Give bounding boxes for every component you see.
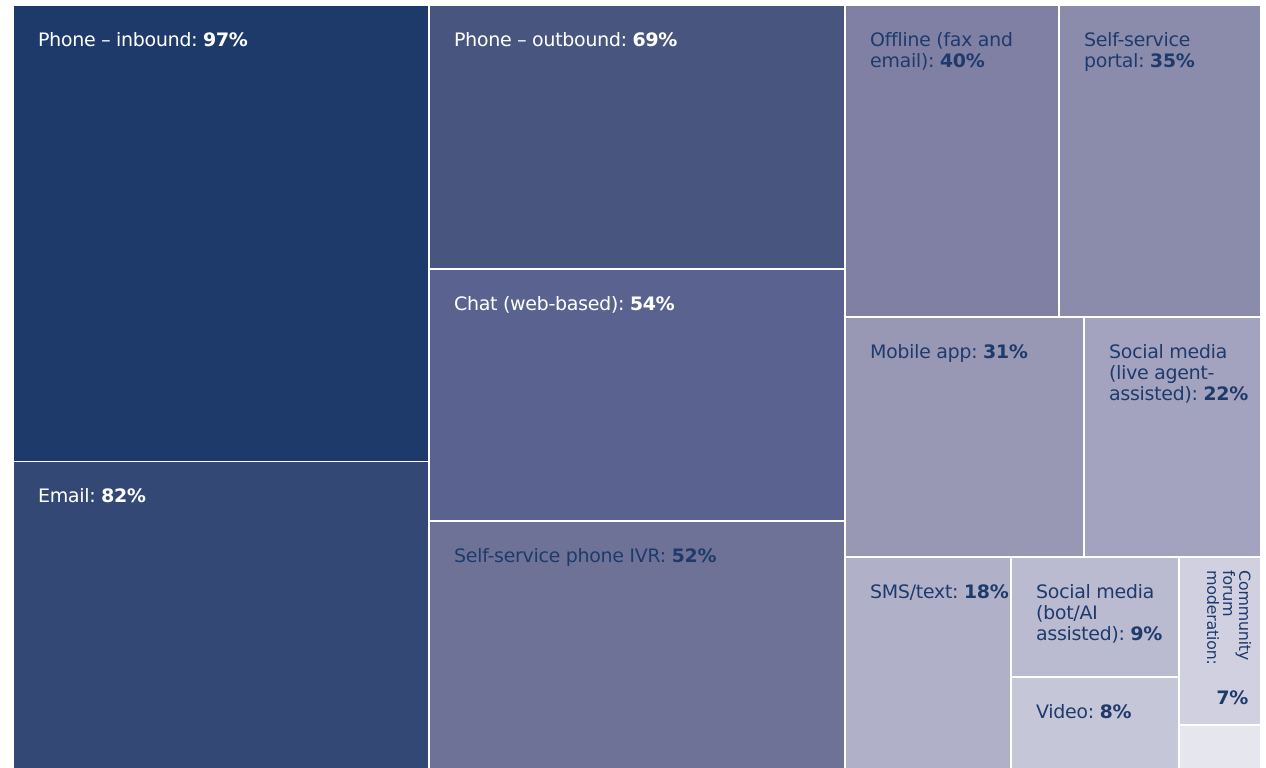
tile: SMS/text: 18% <box>846 558 1010 768</box>
value-label: 52% <box>671 545 717 567</box>
tile: Video: 8% <box>1012 678 1178 768</box>
tile: Phone – inbound: 97% <box>14 6 428 461</box>
tile-label: Phone – outbound: <box>454 29 627 51</box>
label-box: Email: 82% <box>38 486 418 507</box>
tile: Offline (fax and email): 40% <box>846 6 1058 316</box>
tile: Social media (live agent-assisted): 22% <box>1085 318 1260 556</box>
label-box: Offline (fax and email): 40% <box>870 30 1020 72</box>
tile: Self-service phone IVR: 52% <box>430 522 844 768</box>
value-label: 18% <box>963 581 1009 603</box>
value-label: 97% <box>202 29 248 51</box>
value-label: 9% <box>1130 623 1163 645</box>
tile-label: Self-service phone IVR: <box>454 545 666 567</box>
label-box: Social media (live agent-assisted): 22% <box>1109 341 1248 405</box>
tile: Self-service portal: 35% <box>1060 6 1260 316</box>
value-label: 7% <box>1216 687 1248 709</box>
tile-label: Phone – inbound: <box>38 29 198 51</box>
tile: Email: 82% <box>14 462 428 768</box>
empty-tile <box>1180 726 1260 768</box>
tile-label: Offline (fax and email): <box>870 29 1013 72</box>
value-label: 8% <box>1099 701 1132 723</box>
tile-label: Self-service portal: <box>1084 29 1190 72</box>
tile-label: Mobile app: <box>870 341 978 363</box>
value-label: 31% <box>982 341 1028 363</box>
value-label: 35% <box>1149 50 1195 72</box>
label-box: Self-service portal: 35% <box>1084 30 1244 72</box>
tile-label: Video: <box>1036 701 1094 723</box>
label-box: Phone – inbound: 97% <box>38 30 418 51</box>
tile: Social media (bot/AI assisted): 9% <box>1012 558 1178 676</box>
label-box: Video: 8% <box>1036 702 1186 723</box>
tile: Mobile app: 31% <box>846 318 1083 556</box>
tile-label: Email: <box>38 485 96 507</box>
label-box: Self-service phone IVR: 52% <box>454 546 834 567</box>
value-label: 82% <box>101 485 146 507</box>
tile: Chat (web-based): 54% <box>430 270 844 520</box>
label-box: Social media (bot/AI assisted): 9% <box>1036 582 1196 645</box>
value-label: 40% <box>939 50 985 72</box>
tile-label: Community forum moderation: <box>1203 570 1254 665</box>
tile-label: SMS/text: <box>870 581 959 603</box>
value-label: 54% <box>629 293 675 315</box>
label-box: Chat (web-based): 54% <box>454 294 834 315</box>
value-label: 22% <box>1203 383 1248 405</box>
label-box: Mobile app: 31% <box>870 342 1080 363</box>
value-label: 69% <box>632 29 678 51</box>
tile-label: Social media (live agent-assisted): <box>1109 341 1227 405</box>
tile-label: Chat (web-based): <box>454 293 625 315</box>
tile: Community forum moderation: 7% <box>1180 558 1260 724</box>
tile-label: Social media (bot/AI assisted): <box>1036 581 1154 645</box>
tile: Phone – outbound: 69% <box>430 6 844 268</box>
label-box: SMS/text: 18% <box>870 581 1009 603</box>
label-box: Phone – outbound: 69% <box>454 30 834 51</box>
